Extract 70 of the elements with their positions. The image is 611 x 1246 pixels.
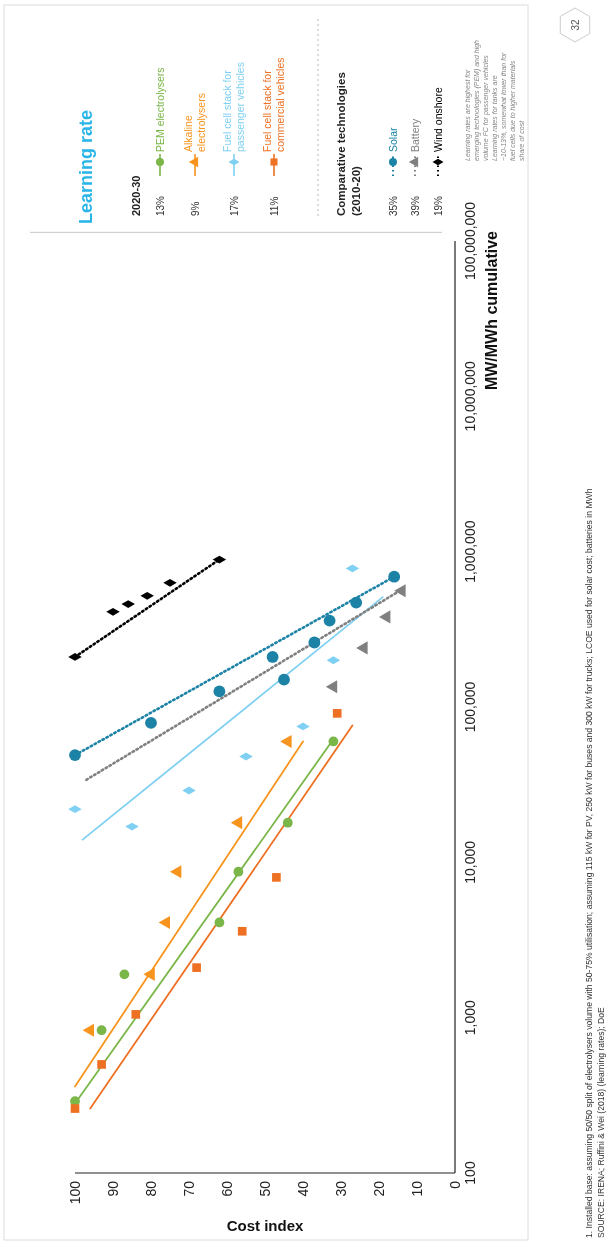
point	[119, 969, 130, 980]
y-tick-label: 10,000,000	[462, 361, 478, 432]
point	[350, 596, 363, 609]
y-tick-label: 100,000	[462, 681, 478, 733]
x-tick-label: 90	[104, 1180, 121, 1197]
text: 32	[569, 19, 581, 31]
point	[379, 610, 391, 624]
text: 11%	[268, 196, 280, 216]
text: Battery	[408, 117, 421, 152]
point	[394, 584, 406, 598]
text: 9%	[189, 201, 201, 216]
point	[97, 1060, 106, 1069]
x-tick-label: 40	[294, 1180, 311, 1197]
point	[272, 873, 281, 882]
text: Wind onshore	[431, 87, 444, 152]
point	[214, 917, 225, 928]
y-tick-label: 1,000	[462, 999, 478, 1036]
point	[282, 817, 293, 828]
x-axis-title: Cost index	[226, 1217, 304, 1234]
point	[131, 1010, 141, 1019]
text: Fuel cell stack for passenger vehicles	[221, 62, 247, 152]
text: 2020-30	[130, 175, 142, 216]
x-tick-label: 30	[332, 1180, 349, 1197]
point	[323, 614, 336, 627]
point	[158, 915, 170, 930]
text: PEM electrolysers	[153, 67, 166, 152]
point	[332, 709, 342, 718]
text: 39%	[409, 195, 421, 216]
point	[325, 680, 338, 694]
x-tick-label: 70	[180, 1180, 197, 1197]
text: Alkaline electrolysers	[182, 93, 208, 152]
x-tick-label: 50	[256, 1180, 273, 1197]
point	[96, 1025, 107, 1036]
legend-title: Learning rate	[76, 109, 96, 224]
source-note: SOURCE: IRENA; Ruffini & Wei (2018) (learning rates); DoE	[596, 1006, 606, 1238]
x-tick-label: 20	[370, 1180, 387, 1197]
point	[328, 736, 339, 747]
text: 19%	[432, 195, 444, 216]
point	[308, 636, 321, 649]
point	[388, 570, 401, 583]
point	[233, 866, 244, 877]
point	[230, 816, 243, 830]
text: Comparative technologies (2010-20)	[335, 72, 362, 216]
point	[145, 716, 157, 729]
point	[266, 651, 279, 663]
x-tick-label: 100	[66, 1180, 83, 1205]
text: 1. Installed base: assuming 50/50 split of electrolysers volume with 50-75% utilisation; assuming 115 kW for PV, 250 kW for buses and 300 kW for trucks; LCOE used for solar cost; batteries in MWh	[584, 488, 594, 1238]
y-tick-label: 100,000,000	[462, 201, 478, 280]
x-tick-label: 10	[408, 1180, 425, 1197]
point	[237, 926, 247, 936]
text: 35%	[387, 195, 399, 216]
text: Solar	[386, 126, 399, 152]
point	[356, 641, 368, 655]
point	[70, 1104, 80, 1113]
point	[278, 673, 290, 686]
x-tick-label: 0	[446, 1180, 463, 1189]
point	[69, 749, 81, 762]
text: 13%	[154, 195, 166, 216]
point	[280, 734, 292, 749]
y-tick-label: 1,000,000	[462, 520, 478, 583]
text: Fuel cell stack for commercial vehicles	[261, 57, 287, 152]
x-tick-label: 80	[142, 1180, 159, 1197]
point	[143, 967, 155, 981]
y-axis-title: MW/MWh cumulative	[483, 230, 500, 391]
point	[170, 865, 182, 879]
point	[192, 963, 201, 972]
y-tick-label: 10,000	[462, 840, 478, 884]
text: 17%	[228, 195, 240, 216]
x-tick-label: 60	[218, 1180, 235, 1197]
point	[213, 685, 226, 698]
